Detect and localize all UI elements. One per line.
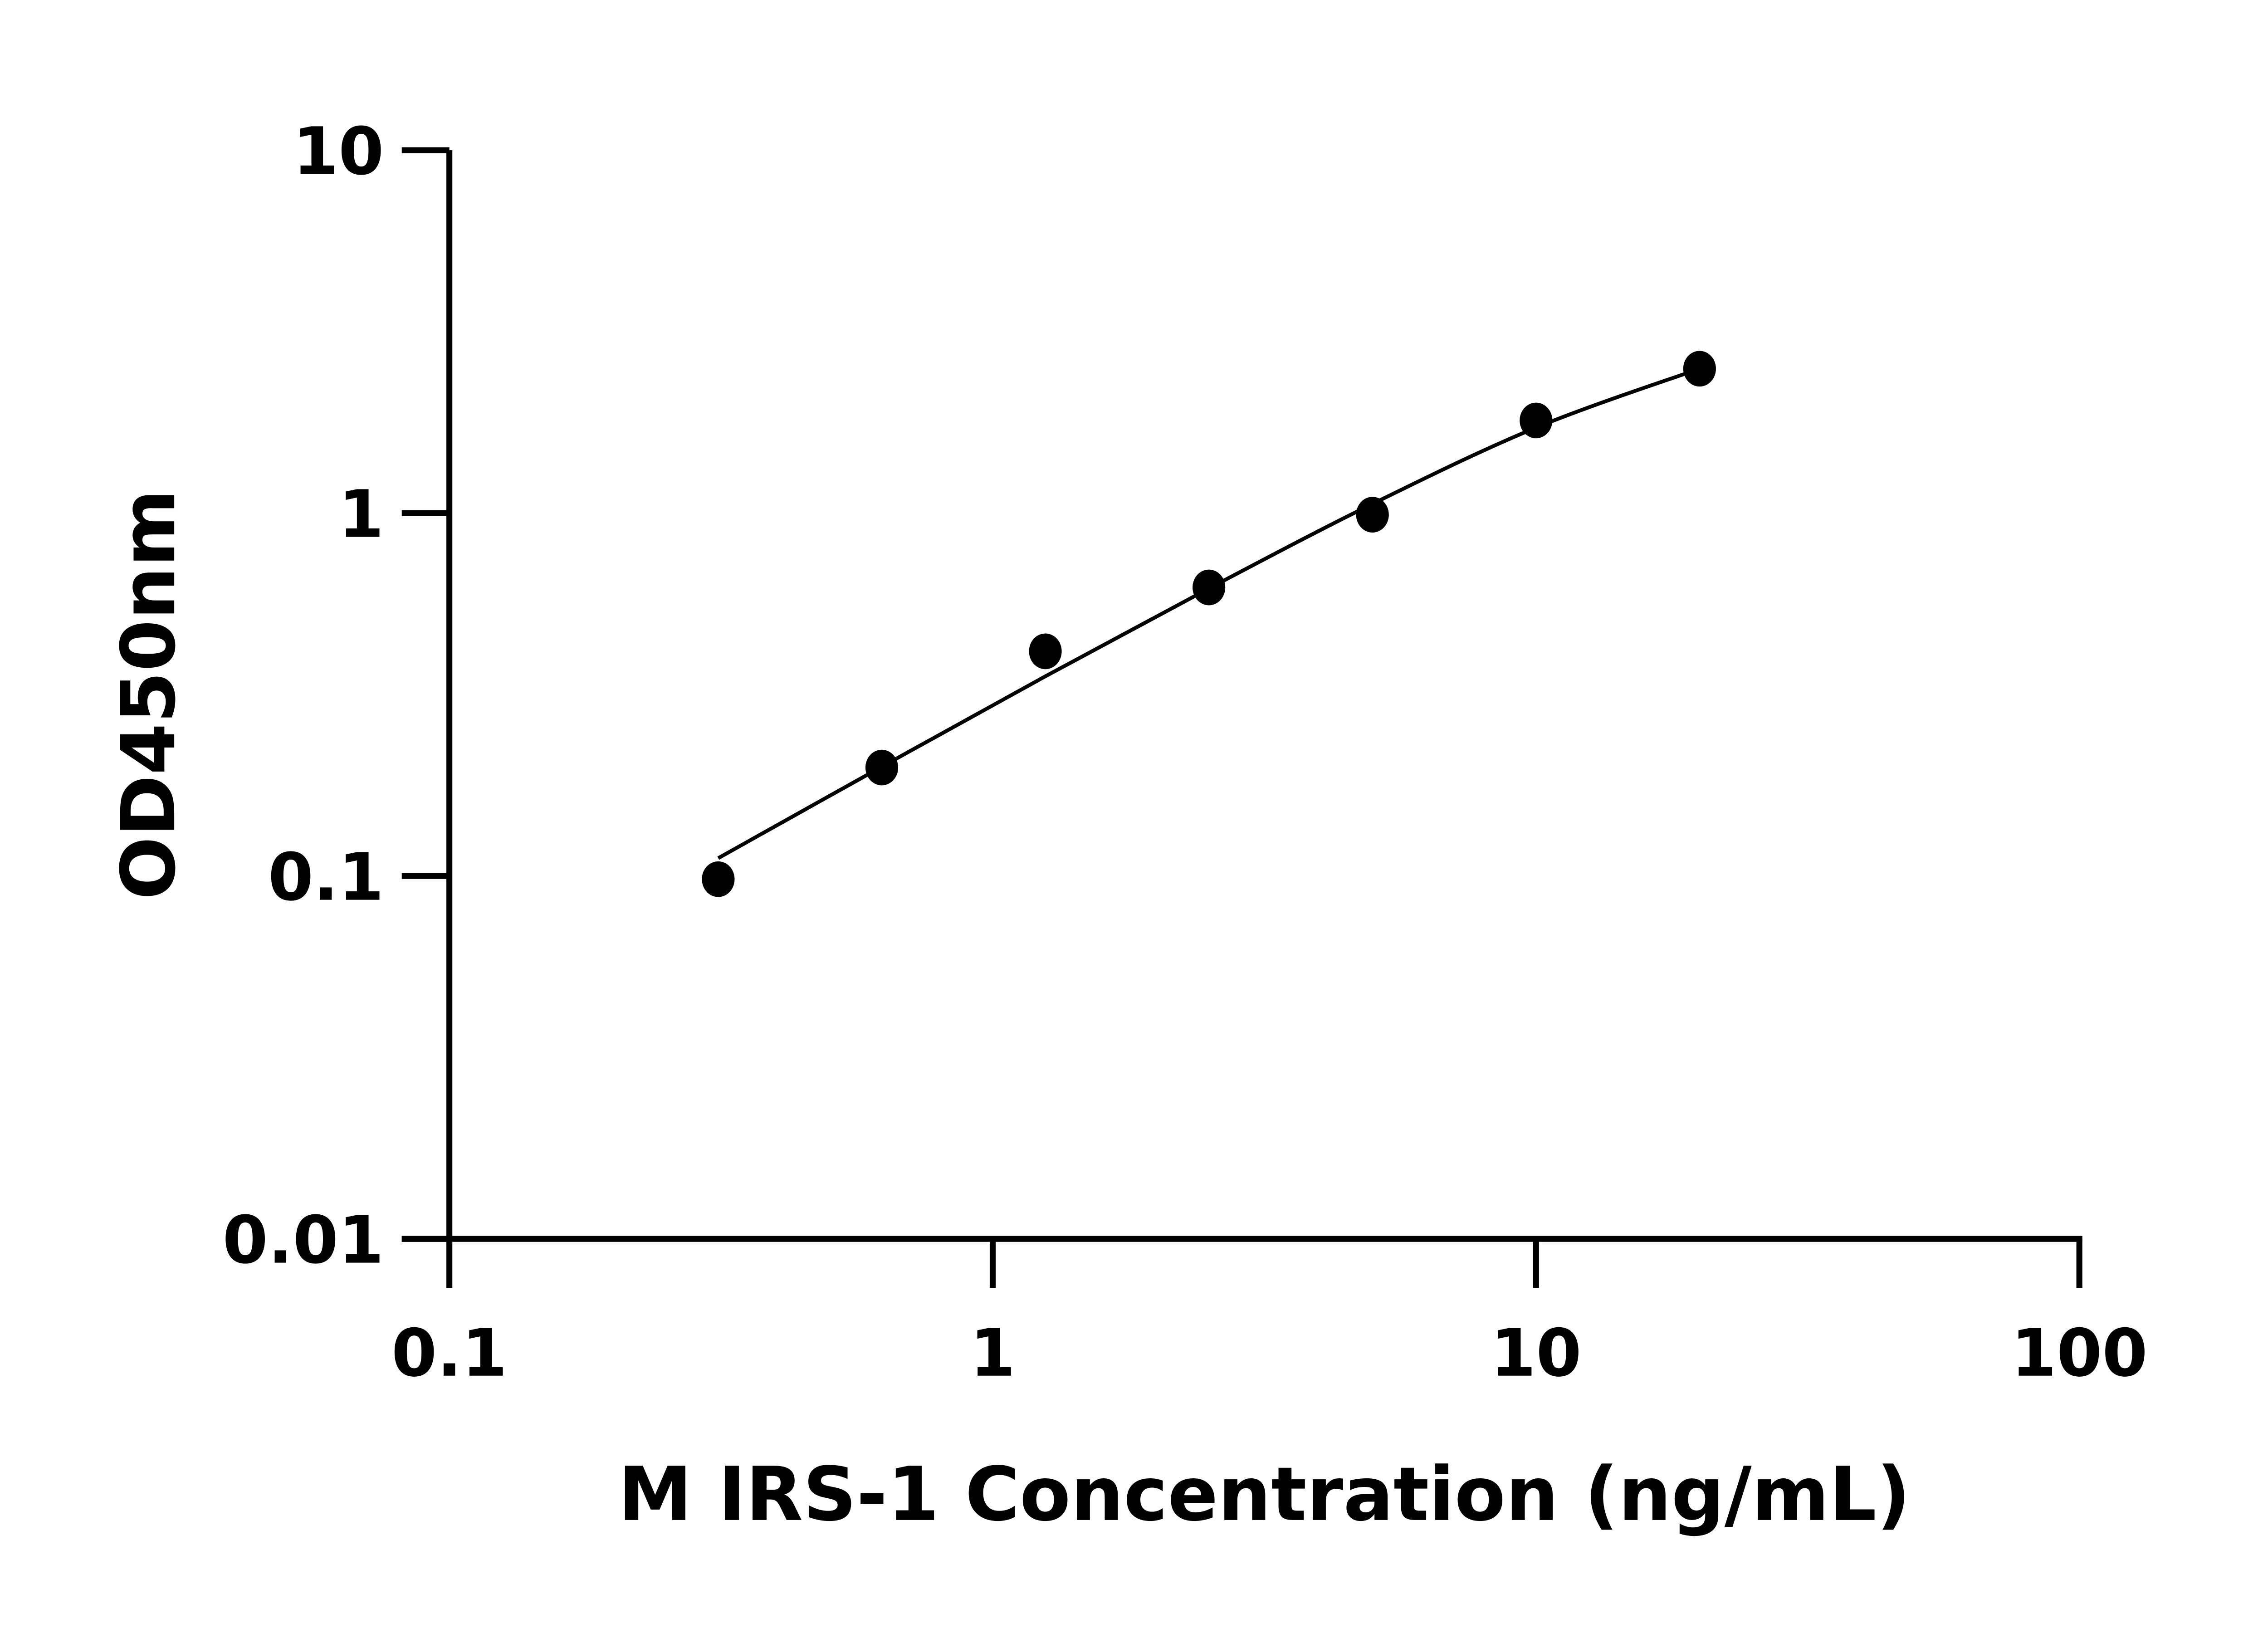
data-point xyxy=(702,861,735,897)
data-point xyxy=(1029,633,1062,670)
y-tick-label: 0.1 xyxy=(268,840,384,916)
data-point xyxy=(865,749,899,786)
data-point xyxy=(1520,402,1553,439)
axes xyxy=(401,150,2082,1242)
x-tick-label: 1 xyxy=(970,1315,1015,1392)
y-tick-label: 1 xyxy=(338,477,384,553)
data-point xyxy=(1683,351,1716,387)
fit-curve-line xyxy=(717,367,1701,860)
data-point xyxy=(1193,569,1226,606)
y-tick-label: 0.01 xyxy=(223,1203,384,1279)
x-axis-label: M IRS-1 Concentration (ng/mL) xyxy=(618,1451,1911,1538)
data-point xyxy=(1356,497,1389,533)
x-tick-label: 10 xyxy=(1491,1315,1582,1392)
x-tick-label: 0.1 xyxy=(391,1315,508,1392)
y-tick-label: 10 xyxy=(293,114,384,190)
y-axis-label: OD450nm xyxy=(105,489,192,900)
x-tick-label: 100 xyxy=(2011,1315,2148,1392)
